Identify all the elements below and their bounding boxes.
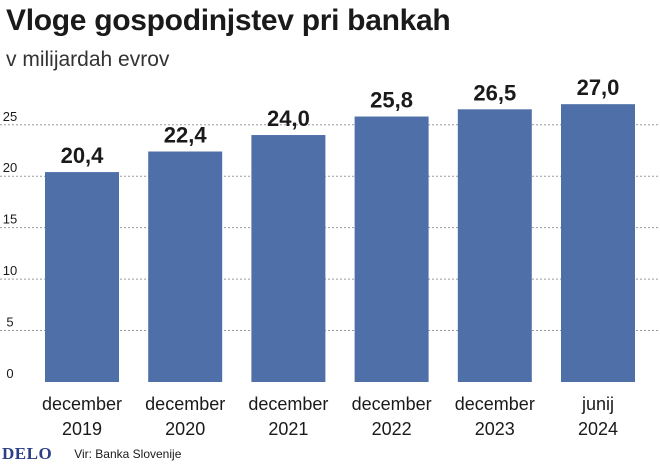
bar bbox=[45, 172, 119, 382]
data-label: 20,4 bbox=[61, 143, 105, 168]
data-label: 24,0 bbox=[267, 106, 310, 131]
category-label: december bbox=[145, 394, 225, 414]
category-label: 2023 bbox=[475, 419, 515, 439]
data-label: 26,5 bbox=[473, 80, 516, 105]
bar bbox=[148, 151, 223, 382]
category-label: december bbox=[455, 394, 535, 414]
y-tick-label: 10 bbox=[3, 263, 17, 278]
chart-title: Vloge gospodinjstev pri bankah bbox=[6, 4, 451, 37]
y-tick-label: 25 bbox=[3, 109, 17, 124]
bar bbox=[251, 135, 326, 382]
chart-subtitle: v milijardah evrov bbox=[6, 48, 170, 71]
bar bbox=[561, 104, 635, 382]
category-label: junij bbox=[581, 394, 614, 414]
category-label: december bbox=[352, 394, 432, 414]
bar bbox=[354, 116, 429, 383]
y-tick-labels: 0 5 10 15 20 25 bbox=[3, 109, 17, 381]
category-label: december bbox=[248, 394, 328, 414]
source-note: Vir: Banka Slovenije bbox=[74, 447, 182, 461]
data-label: 22,4 bbox=[164, 123, 208, 148]
category-label: 2019 bbox=[62, 419, 102, 439]
y-tick-label: 20 bbox=[3, 160, 17, 175]
category-labels: december 2019 december 2020 december 2021 dece… bbox=[42, 394, 618, 439]
data-labels: 20,4 22,4 24,0 25,8 26,5 27,0 bbox=[61, 75, 620, 168]
category-label: 2020 bbox=[165, 419, 205, 439]
category-label: 2021 bbox=[268, 419, 308, 439]
bar bbox=[457, 109, 532, 382]
bars bbox=[45, 104, 635, 383]
y-tick-label: 15 bbox=[3, 212, 17, 227]
category-label: 2024 bbox=[578, 419, 618, 439]
category-label: december bbox=[42, 394, 122, 414]
bar-chart: 0 5 10 15 20 25 20,4 22,4 24,0 25,8 26,5 27,0 dece… bbox=[0, 75, 660, 439]
delo-logo: DELO bbox=[2, 444, 53, 463]
y-tick-label: 0 bbox=[6, 366, 13, 381]
footer: DELO Vir: Banka Slovenije bbox=[0, 444, 181, 464]
y-tick-label: 5 bbox=[6, 315, 13, 330]
data-label: 27,0 bbox=[577, 75, 620, 100]
category-label: 2022 bbox=[372, 419, 412, 439]
data-label: 25,8 bbox=[370, 88, 413, 113]
